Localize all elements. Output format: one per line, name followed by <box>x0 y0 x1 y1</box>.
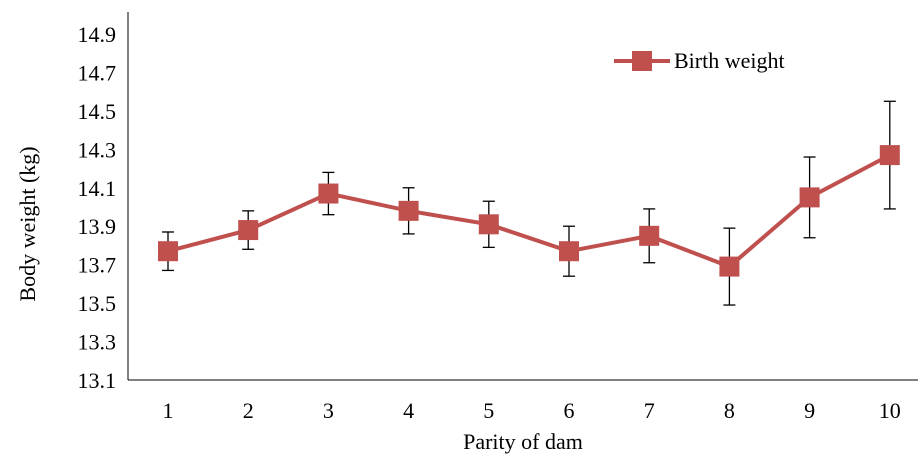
series-markers <box>158 145 900 277</box>
x-tick-label: 8 <box>724 398 735 423</box>
y-tick-label: 14.1 <box>78 176 117 201</box>
x-tick-label: 4 <box>403 398 414 423</box>
x-tick-label: 3 <box>323 398 334 423</box>
y-tick-label: 14.3 <box>78 137 117 162</box>
legend: Birth weight <box>614 48 785 73</box>
data-point-marker <box>799 187 820 208</box>
y-tick-label: 13.9 <box>78 214 117 239</box>
legend-marker-swatch <box>632 51 652 71</box>
y-tick-label: 13.5 <box>78 291 117 316</box>
x-tick-label: 7 <box>644 398 655 423</box>
error-bars <box>162 100 896 306</box>
x-tick-label: 5 <box>483 398 494 423</box>
legend-label: Birth weight <box>674 48 785 73</box>
x-tick-label: 2 <box>243 398 254 423</box>
x-tick-labels: 1 2 3 4 5 6 7 8 9 10 <box>163 398 901 423</box>
data-point-marker <box>478 214 499 235</box>
x-tick-label: 6 <box>564 398 575 423</box>
data-point-marker <box>398 200 419 221</box>
data-point-marker <box>158 241 178 262</box>
y-tick-label: 13.7 <box>78 253 117 278</box>
data-point-marker <box>879 145 900 166</box>
y-tick-label: 14.5 <box>78 99 117 124</box>
y-tick-label: 13.1 <box>78 368 117 393</box>
x-axis-title: Parity of dam <box>463 429 583 454</box>
data-point-marker <box>238 220 259 241</box>
y-axis-title: Body weight (kg) <box>15 146 40 301</box>
x-tick-label: 1 <box>163 398 174 423</box>
x-tick-label: 9 <box>804 398 815 423</box>
series-lines <box>167 153 891 269</box>
y-tick-labels: 13.1 13.3 13.5 13.7 13.9 14.1 14.3 14.5 14.7 14.9 <box>78 22 117 393</box>
data-point-marker <box>719 256 740 277</box>
series-line <box>167 153 891 269</box>
x-tick-label: 10 <box>879 398 901 423</box>
data-point-marker <box>639 225 660 246</box>
y-tick-label: 13.3 <box>78 330 117 355</box>
y-tick-label: 14.9 <box>78 22 117 47</box>
data-point-marker <box>559 241 579 262</box>
data-point-marker <box>318 183 339 204</box>
y-tick-label: 14.7 <box>78 60 117 85</box>
axes <box>127 12 918 381</box>
